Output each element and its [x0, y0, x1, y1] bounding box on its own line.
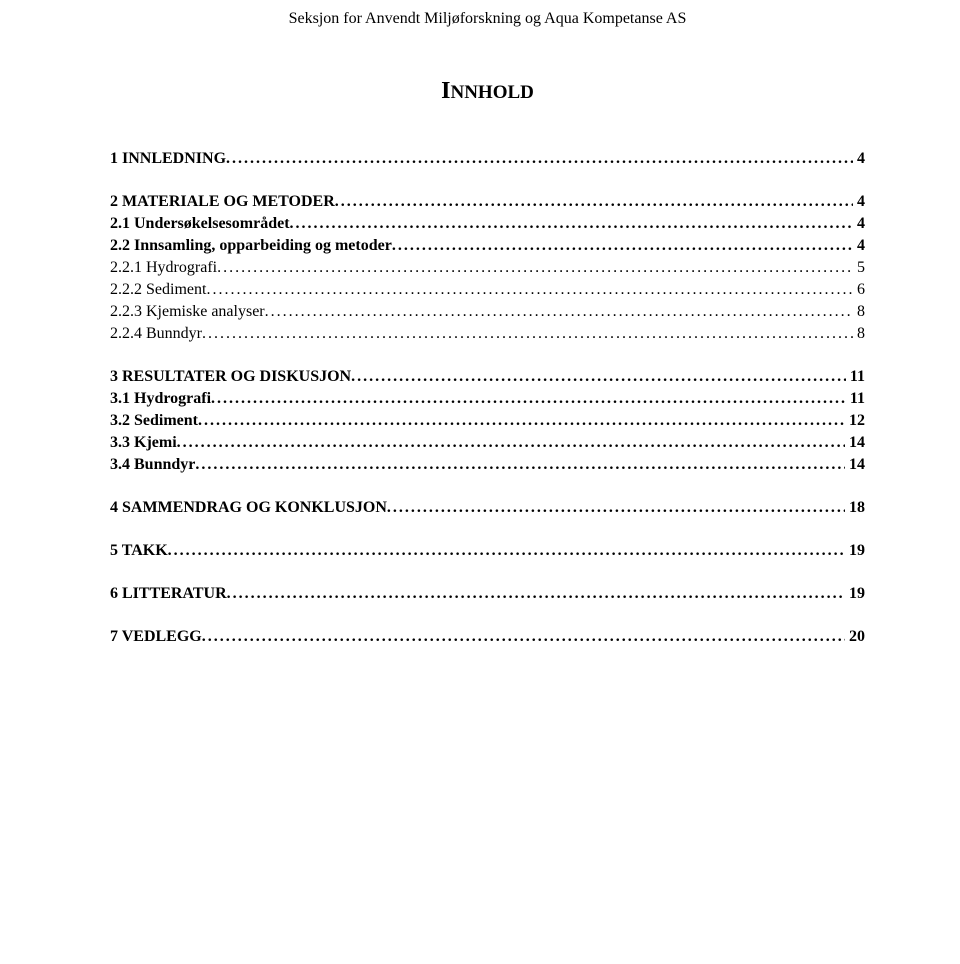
toc-leader-dots [198, 412, 845, 430]
toc-leader-dots [206, 281, 853, 299]
toc-page-number: 8 [853, 325, 865, 343]
toc-leader-dots [265, 303, 853, 321]
toc-entry: 2.2.4 Bunndyr 8 [110, 325, 865, 343]
toc-entry: 5 TAKK 19 [110, 542, 865, 560]
toc-page-number: 19 [845, 542, 865, 560]
toc-entry: 2.2.3 Kjemiske analyser 8 [110, 303, 865, 321]
toc-leader-dots [335, 193, 853, 211]
toc-label: 2.2 Innsamling, opparbeiding og metoder [110, 237, 392, 255]
toc-label: 3 RESULTATER OG DISKUSJON [110, 368, 351, 386]
toc-entry: 1 INNLEDNING 4 [110, 150, 865, 168]
toc-entry: 2 MATERIALE OG METODER 4 [110, 193, 865, 211]
toc-label: 2.2.1 Hydrografi [110, 259, 217, 277]
toc-label: 2.1 Undersøkelsesområdet [110, 215, 290, 233]
toc-page-number: 19 [845, 585, 865, 603]
toc-entry: 7 VEDLEGG 20 [110, 628, 865, 646]
toc-leader-dots [217, 259, 853, 277]
toc-page-number: 11 [846, 390, 865, 408]
toc-page-number: 14 [845, 434, 865, 452]
toc-leader-dots [387, 499, 845, 517]
toc-label: 7 VEDLEGG [110, 628, 202, 646]
toc-page-number: 5 [853, 259, 865, 277]
toc-entry: 4 SAMMENDRAG OG KONKLUSJON 18 [110, 499, 865, 517]
toc-leader-dots [168, 542, 845, 560]
toc-entry: 2.2.2 Sediment 6 [110, 281, 865, 299]
toc-entry: 3.4 Bunndyr 14 [110, 456, 865, 474]
toc-leader-dots [351, 368, 846, 386]
toc-label: 1 INNLEDNING [110, 150, 226, 168]
toc-label: 2 MATERIALE OG METODER [110, 193, 335, 211]
title-rest: NNHOLD [450, 82, 533, 103]
document-title: INNHOLD [110, 78, 865, 105]
toc-entry: 3.1 Hydrografi 11 [110, 390, 865, 408]
table-of-contents: 1 INNLEDNING 42 MATERIALE OG METODER 42.… [110, 150, 865, 646]
toc-entry: 6 LITTERATUR 19 [110, 585, 865, 603]
toc-entry: 2.2.1 Hydrografi 5 [110, 259, 865, 277]
toc-label: 4 SAMMENDRAG OG KONKLUSJON [110, 499, 387, 517]
toc-leader-dots [227, 585, 845, 603]
toc-page-number: 4 [853, 193, 865, 211]
toc-page-number: 11 [846, 368, 865, 386]
toc-page-number: 4 [853, 215, 865, 233]
page-header: Seksjon for Anvendt Miljøforskning og Aq… [110, 10, 865, 28]
toc-leader-dots [177, 434, 845, 452]
toc-leader-dots [211, 390, 846, 408]
toc-page-number: 12 [845, 412, 865, 430]
toc-page-number: 14 [845, 456, 865, 474]
toc-leader-dots [202, 325, 853, 343]
toc-leader-dots [392, 237, 853, 255]
toc-page-number: 4 [853, 150, 865, 168]
toc-label: 3.3 Kjemi [110, 434, 177, 452]
toc-label: 2.2.3 Kjemiske analyser [110, 303, 265, 321]
toc-label: 2.2.4 Bunndyr [110, 325, 202, 343]
toc-entry: 3 RESULTATER OG DISKUSJON 11 [110, 368, 865, 386]
toc-page-number: 6 [853, 281, 865, 299]
toc-leader-dots [226, 150, 853, 168]
toc-page-number: 8 [853, 303, 865, 321]
toc-label: 3.1 Hydrografi [110, 390, 211, 408]
toc-label: 2.2.2 Sediment [110, 281, 206, 299]
toc-leader-dots [202, 628, 845, 646]
toc-leader-dots [290, 215, 853, 233]
toc-entry: 3.2 Sediment 12 [110, 412, 865, 430]
toc-page-number: 20 [845, 628, 865, 646]
toc-entry: 2.2 Innsamling, opparbeiding og metoder … [110, 237, 865, 255]
toc-leader-dots [195, 456, 845, 474]
toc-entry: 3.3 Kjemi 14 [110, 434, 865, 452]
toc-label: 6 LITTERATUR [110, 585, 227, 603]
toc-entry: 2.1 Undersøkelsesområdet 4 [110, 215, 865, 233]
toc-label: 5 TAKK [110, 542, 168, 560]
toc-label: 3.4 Bunndyr [110, 456, 195, 474]
toc-page-number: 18 [845, 499, 865, 517]
toc-label: 3.2 Sediment [110, 412, 198, 430]
toc-page-number: 4 [853, 237, 865, 255]
